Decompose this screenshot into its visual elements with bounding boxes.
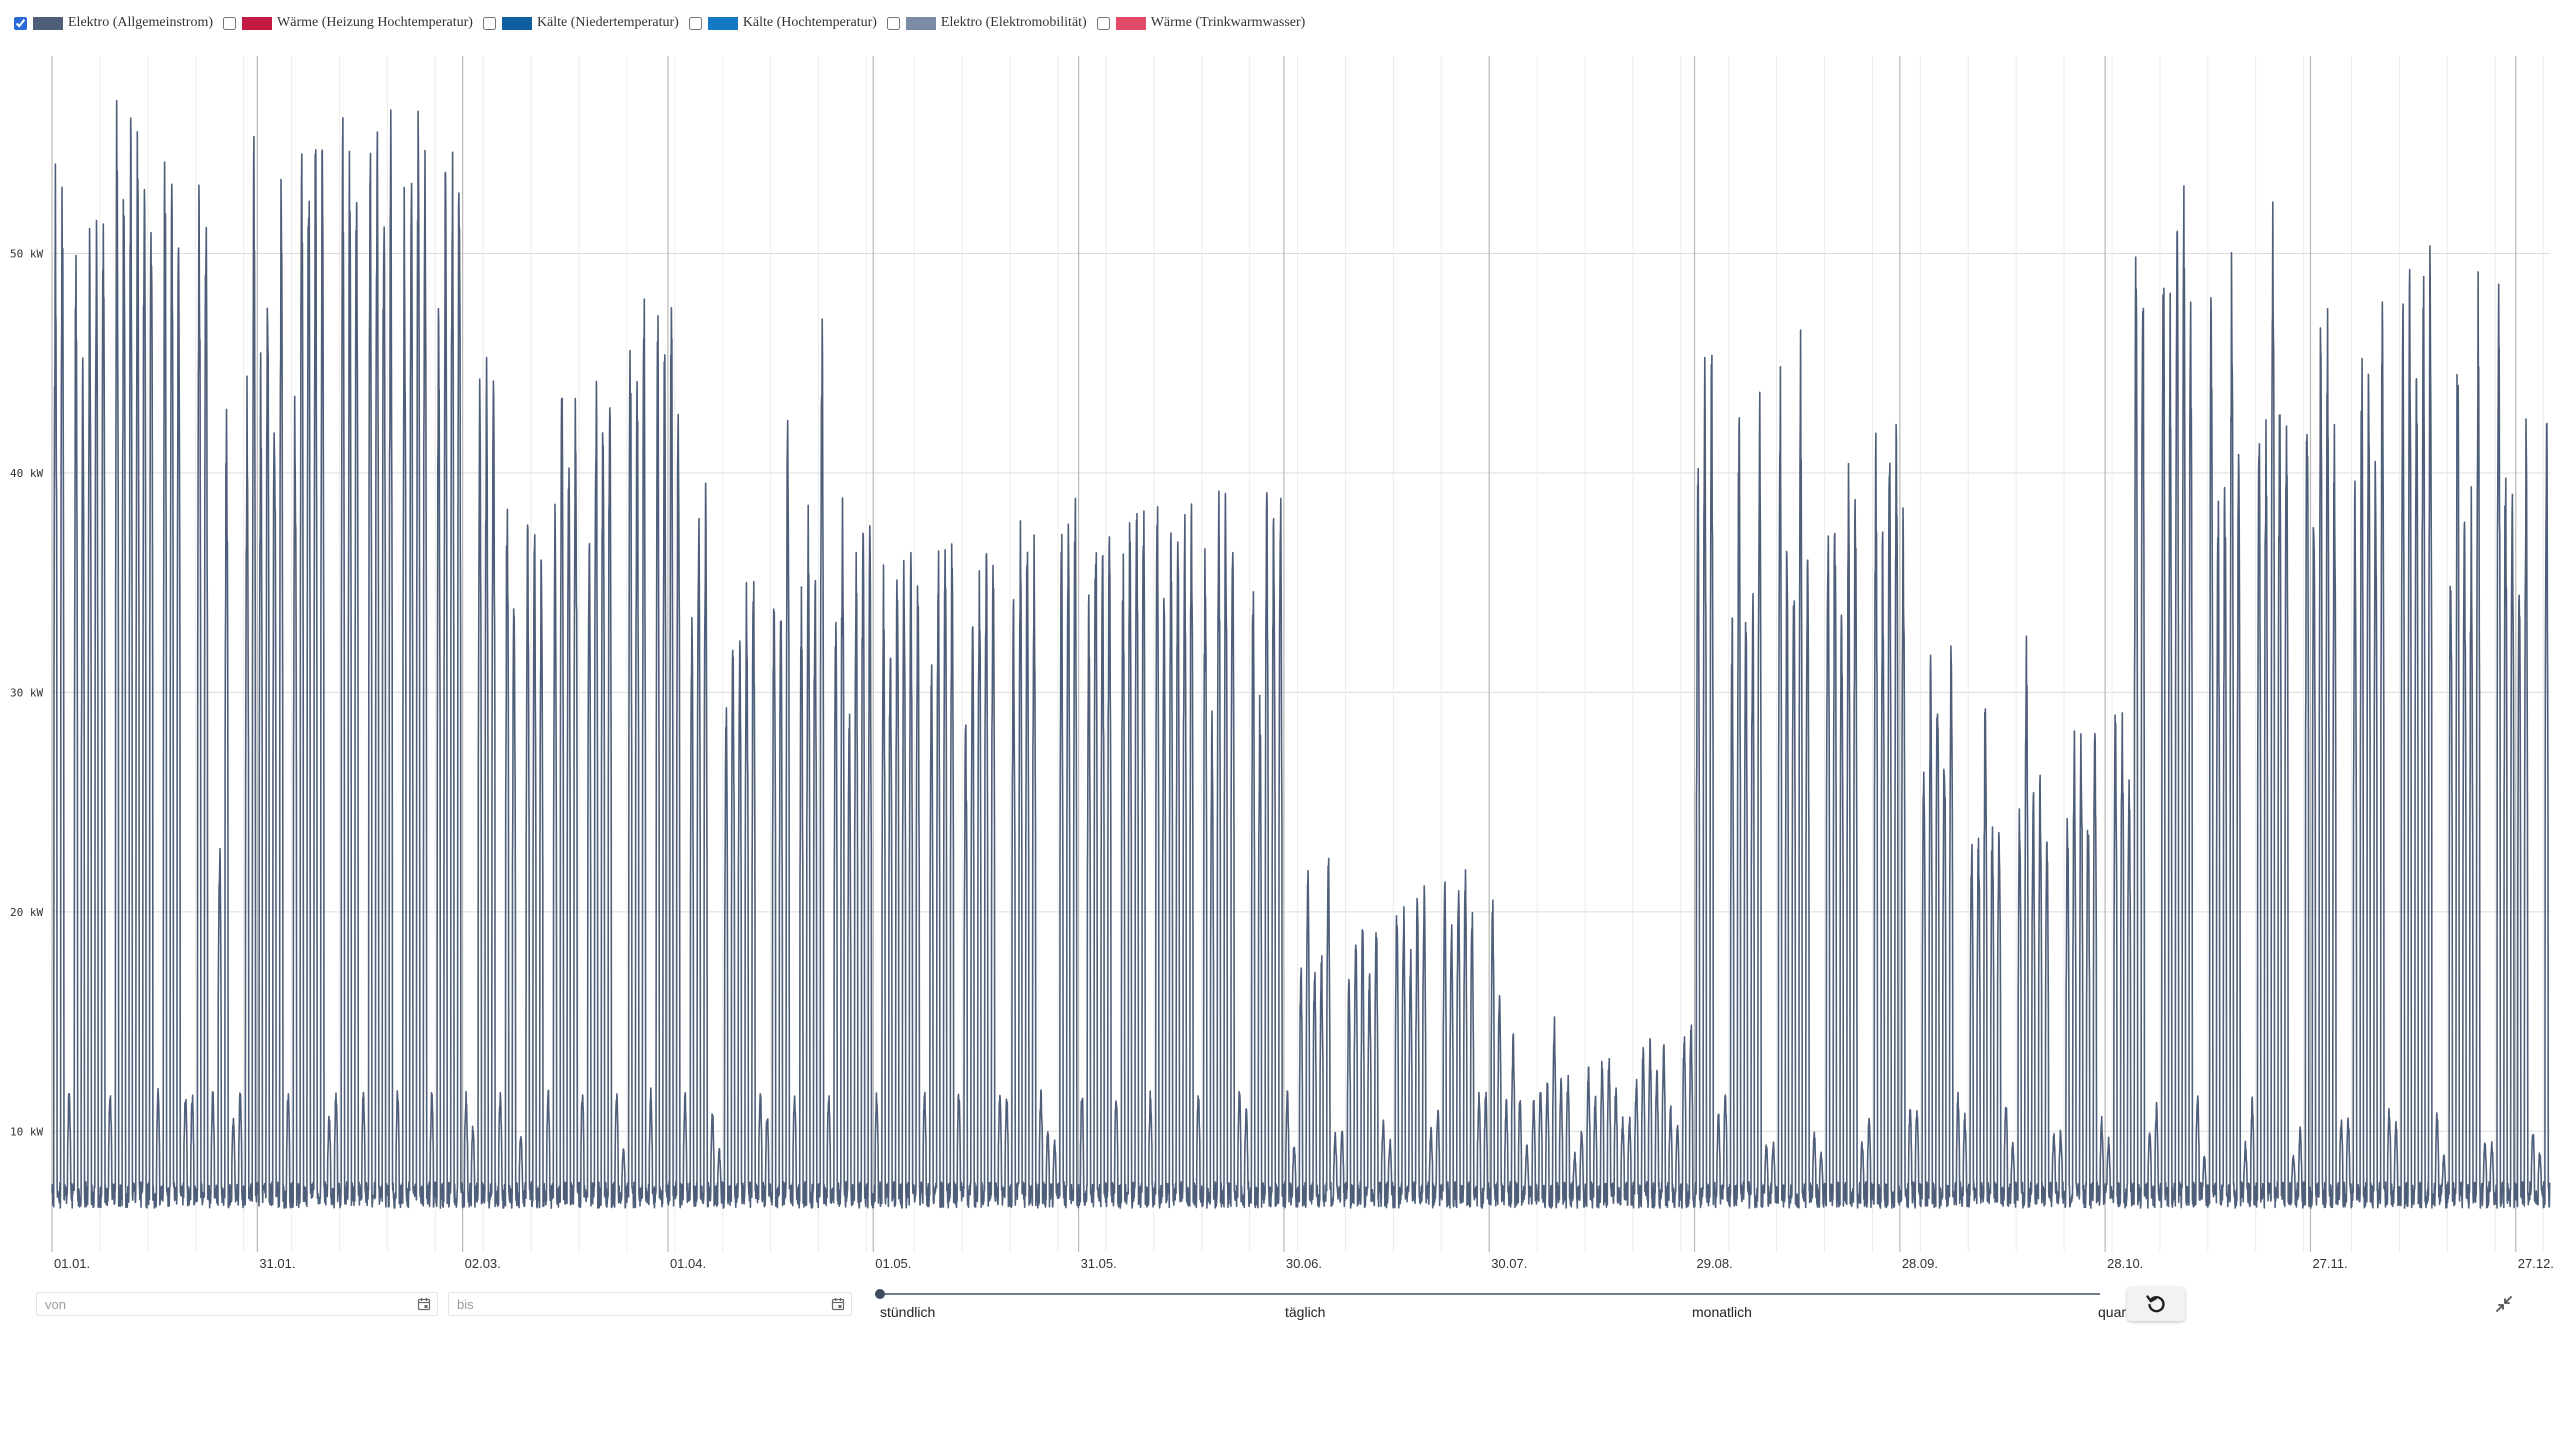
legend-label: Elektro (Allgemeinstrom): [68, 15, 214, 30]
legend-item[interactable]: Elektro (Elektromobilität): [886, 15, 1087, 31]
line-chart: 10 kW 20 kW 30 kW 40 kW 50 kW 01.01. 31.01. 02…: [10, 56, 2554, 1271]
y-tick-label: 10 kW: [10, 1125, 43, 1138]
y-tick-label: 30 kW: [10, 686, 43, 699]
resolution-slider[interactable]: stündlich täglich monatlich quar: [875, 1286, 2126, 1326]
chart-legend: Elektro (Allgemeinstrom) Wärme (Heizung H…: [14, 10, 1315, 36]
legend-label: Kälte (Niedertemperatur): [536, 15, 679, 30]
x-tick-label: 31.05.: [1081, 1256, 1117, 1271]
x-tick-label: 28.09.: [1902, 1256, 1938, 1271]
slider-track[interactable]: [880, 1293, 2100, 1295]
legend-checkbox[interactable]: [688, 16, 702, 30]
y-tick-label: 40 kW: [10, 467, 43, 480]
collapse-button[interactable]: [2492, 1292, 2516, 1316]
x-tick-label: 01.04.: [670, 1256, 706, 1271]
legend-checkbox[interactable]: [886, 16, 900, 30]
resolution-label-daily[interactable]: täglich: [1285, 1304, 1326, 1320]
calendar-icon[interactable]: [828, 1294, 848, 1314]
legend-swatch: [501, 16, 532, 30]
x-tick-label: 28.10.: [2107, 1256, 2143, 1271]
collapse-icon: [2496, 1296, 2512, 1312]
reset-icon: [2146, 1295, 2165, 1313]
x-tick-label: 01.01.: [54, 1256, 90, 1271]
legend-checkbox[interactable]: [482, 16, 496, 30]
calendar-icon[interactable]: [414, 1294, 434, 1314]
x-tick-label: 02.03.: [465, 1256, 501, 1271]
y-tick-label: 50 kW: [10, 248, 43, 261]
legend-swatch: [707, 16, 738, 30]
legend-checkbox[interactable]: [223, 16, 237, 30]
from-date-input[interactable]: [37, 1293, 414, 1315]
from-date-field[interactable]: [36, 1292, 438, 1316]
slider-handle[interactable]: [875, 1289, 885, 1299]
legend-label: Wärme (Heizung Hochtemperatur): [277, 15, 473, 30]
legend-label: Kälte (Hochtemperatur): [742, 15, 877, 30]
legend-swatch: [242, 16, 273, 30]
to-date-input[interactable]: [449, 1293, 828, 1315]
legend-checkbox[interactable]: [14, 16, 27, 30]
series-line-elektro-allgemeinstrom: [51, 99, 2551, 1209]
legend-swatch: [905, 16, 936, 30]
x-tick-label: 27.12.: [2518, 1256, 2554, 1271]
resolution-label-monthly[interactable]: monatlich: [1692, 1304, 1752, 1320]
y-tick-label: 20 kW: [10, 906, 43, 919]
legend-item[interactable]: Wärme (Heizung Hochtemperatur): [223, 15, 473, 31]
x-tick-label: 30.07.: [1491, 1256, 1527, 1271]
x-tick-label: 01.05.: [875, 1256, 911, 1271]
legend-label: Wärme (Trinkwarmwasser): [1150, 15, 1306, 30]
legend-item[interactable]: Elektro (Allgemeinstrom): [14, 15, 213, 31]
legend-item[interactable]: Wärme (Trinkwarmwasser): [1096, 15, 1306, 31]
reset-button[interactable]: [2127, 1287, 2185, 1321]
legend-label: Elektro (Elektromobilität): [940, 15, 1087, 30]
chart-vertical-grid: [51, 56, 2544, 1252]
x-axis-ticks: 01.01. 31.01. 02.03. 01.04. 01.05. 31.05. 30.0…: [54, 1256, 2554, 1271]
resolution-label-hourly[interactable]: stündlich: [880, 1304, 936, 1320]
x-tick-label: 29.08.: [1697, 1256, 1733, 1271]
y-axis-ticks: 10 kW 20 kW 30 kW 40 kW 50 kW: [10, 248, 43, 1139]
resolution-label-quarterly[interactable]: quar: [2098, 1304, 2127, 1320]
legend-swatch: [33, 16, 63, 30]
legend-checkbox[interactable]: [1096, 16, 1110, 30]
legend-item[interactable]: Kälte (Niedertemperatur): [482, 15, 679, 31]
to-date-field[interactable]: [448, 1292, 852, 1316]
x-tick-label: 31.01.: [259, 1256, 295, 1271]
legend-swatch: [1115, 16, 1146, 30]
legend-item[interactable]: Kälte (Hochtemperatur): [688, 15, 877, 31]
x-tick-label: 27.11.: [2312, 1256, 2347, 1271]
chart-series: [51, 99, 2551, 1209]
x-tick-label: 30.06.: [1286, 1256, 1322, 1271]
